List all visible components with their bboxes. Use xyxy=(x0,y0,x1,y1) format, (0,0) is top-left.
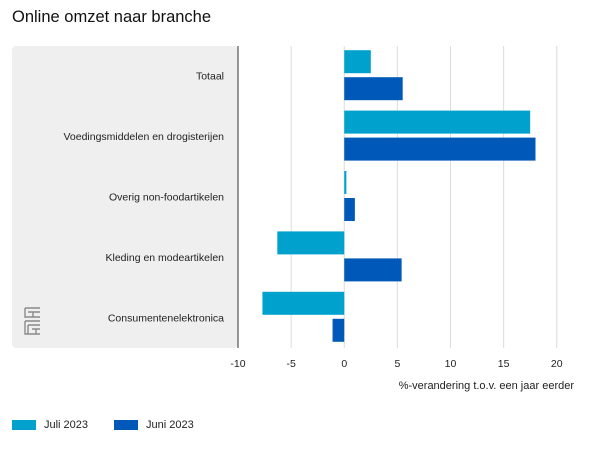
x-tick-label: 0 xyxy=(341,358,347,370)
bar-juni[interactable] xyxy=(344,198,355,221)
bar-juli[interactable] xyxy=(344,171,347,194)
tick-labels: -10 -5 0 5 10 15 20 xyxy=(230,358,562,370)
bar-juni[interactable] xyxy=(332,318,345,342)
bar-juli[interactable] xyxy=(262,291,345,315)
chart-title: Online omzet naar branche xyxy=(12,8,212,26)
category-label: Totaal xyxy=(196,71,224,83)
bar-juli[interactable] xyxy=(344,110,531,134)
bar-juli[interactable] xyxy=(344,50,371,74)
category-label: Overig non-foodartikelen xyxy=(109,192,224,204)
category-labels: Totaal Voedingsmiddelen en drogisterijen O… xyxy=(63,71,224,325)
x-tick-label: -10 xyxy=(230,358,245,370)
bars xyxy=(262,50,536,342)
category-panel xyxy=(12,46,238,348)
x-tick-label: 10 xyxy=(445,358,457,370)
category-label: Voedingsmiddelen en drogisterijen xyxy=(63,131,224,143)
x-axis-title: %-verandering t.o.v. een jaar eerder xyxy=(399,380,575,392)
legend-label-juni: Juni 2023 xyxy=(146,419,194,431)
x-tick-label: 15 xyxy=(498,358,510,370)
legend-swatch-juli xyxy=(12,420,36,430)
category-label: Kleding en modeartikelen xyxy=(106,252,225,264)
legend-item-juni[interactable]: Juni 2023 xyxy=(114,419,194,431)
legend-item-juli[interactable]: Juli 2023 xyxy=(12,419,88,431)
x-tick-label: 20 xyxy=(551,358,563,370)
category-label: Consumentenelektronica xyxy=(108,312,224,324)
legend: Juli 2023 Juni 2023 xyxy=(12,419,194,431)
bar-juni[interactable] xyxy=(344,137,536,161)
bar-juli[interactable] xyxy=(277,231,345,255)
legend-swatch-juni xyxy=(114,420,139,430)
bar-juni[interactable] xyxy=(344,258,402,282)
x-tick-label: 5 xyxy=(394,358,400,370)
cbs-logo-icon xyxy=(24,307,40,335)
legend-label-juli: Juli 2023 xyxy=(44,419,89,431)
x-tick-label: -5 xyxy=(286,358,295,370)
bar-juni[interactable] xyxy=(344,77,403,101)
